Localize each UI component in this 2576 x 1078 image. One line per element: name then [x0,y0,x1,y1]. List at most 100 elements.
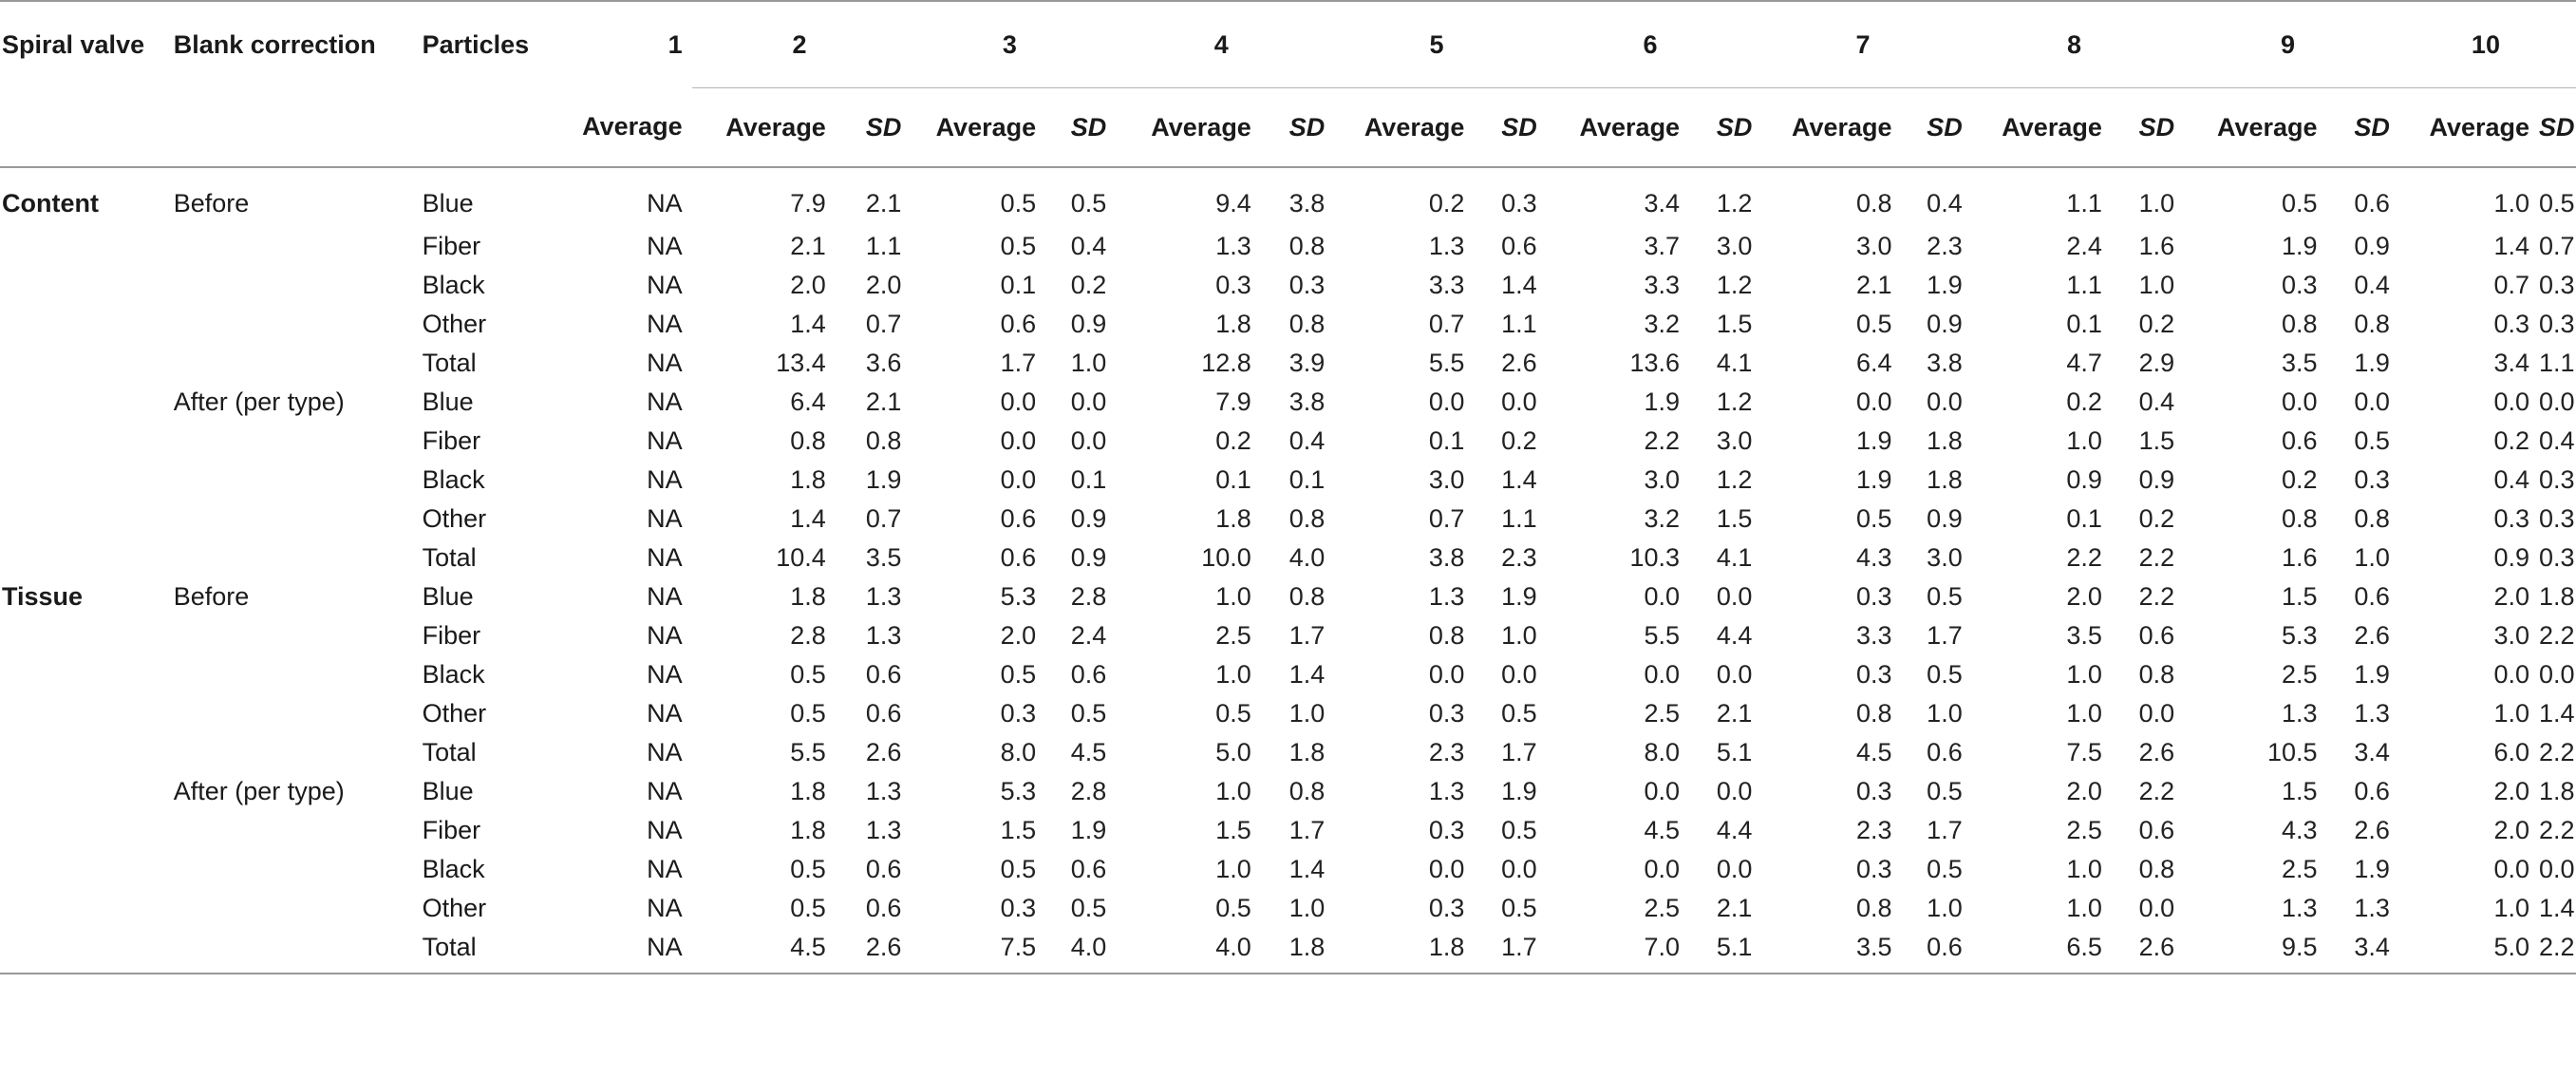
cell-particle: Total [422,349,477,377]
cell-group-3-sd: 0.2 [1070,271,1107,299]
header-sd: SD [835,87,908,168]
cell-group-7-sd: 0.4 [1927,188,1963,217]
cell-group-9-sd: 0.3 [2354,465,2390,494]
cell-group-8-sd: 2.6 [2111,928,2181,974]
cell-group-5-average: 0.0 [1428,855,1465,883]
cell-group-9-sd: 1.3 [2354,894,2390,922]
cell-group-3-sd: 0.9 [1070,310,1107,338]
cell-group-6-sd: 4.1 [1716,543,1753,572]
cell-group-9-average: 0.8 [2282,310,2318,338]
cell-group-10-sd: 0.3 [2539,465,2575,494]
cell-group-2-average: 4.5 [691,928,836,974]
cell-group-4-sd: 0.3 [1288,271,1326,299]
cell-group-1-average: NA [647,349,683,377]
cell-group-9-average: 0.2 [2282,465,2318,494]
cell-group-6-sd: 1.2 [1716,388,1753,416]
header-sd: SD [1260,87,1331,168]
cell-blank-correction: After (per type) [173,777,345,805]
cell-group-3-sd: 2.8 [1070,777,1107,805]
cell-group-3-average: 0.5 [1000,188,1037,217]
cell-group-2-average: 2.0 [790,271,826,299]
cell-group-3-average: 0.3 [1000,699,1037,728]
cell-group-2-average: 6.4 [790,388,826,416]
cell-group-4-sd: 1.0 [1288,699,1326,728]
header-average: Average [578,87,692,168]
cell-group-4-average: 0.3 [1215,271,1251,299]
cell-group-10-average: 0.7 [2493,271,2530,299]
cell-group-2-sd: 2.6 [835,928,908,974]
cell-group-6-sd: 1.2 [1716,271,1753,299]
header-group-9: 9 [2180,0,2396,88]
cell-spiral-valve [0,344,164,383]
cell-group-2-sd: 3.5 [865,543,902,572]
cell-group-8-sd: 1.0 [2138,188,2175,217]
cell-group-4-sd: 4.0 [1288,543,1326,572]
cell-group-9-sd: 3.4 [2326,928,2396,974]
cell-group-6-sd: 1.5 [1716,310,1753,338]
cell-group-7-average: 3.3 [1856,621,1892,650]
cell-particle: Other [422,894,487,922]
cell-group-5-average: 0.7 [1428,504,1465,533]
cell-group-2-sd: 1.3 [865,621,902,650]
cell-group-2-sd: 1.3 [865,582,902,611]
cell-group-10-average: 6.0 [2493,738,2530,766]
cell-group-5-sd: 1.0 [1501,621,1537,650]
cell-spiral-valve [0,889,164,928]
cell-blank-correction: After (per type) [173,388,345,416]
cell-particle: Black [422,271,485,299]
cell-group-7-sd: 0.6 [1927,738,1963,766]
cell-group-2-average: 5.5 [790,738,826,766]
cell-group-4-average: 0.5 [1215,699,1251,728]
cell-group-4-average: 0.1 [1215,465,1251,494]
cell-spiral-valve [0,655,164,694]
cell-spiral-valve [0,539,164,577]
cell-group-6-sd: 0.0 [1716,660,1753,689]
cell-group-7-sd: 0.6 [1901,928,1968,974]
cell-group-1-average: NA [647,188,683,217]
cell-group-9-sd: 1.3 [2354,699,2390,728]
cell-particle: Other [422,310,487,338]
cell-group-7-average: 6.4 [1856,349,1892,377]
table-row: Other NA 1.4 0.7 0.6 0.9 1.8 0.8 0.7 1.1 3.2 1.5 0.5… [0,305,2576,344]
cell-group-7-average: 4.3 [1856,543,1892,572]
cell-spiral-valve [0,500,164,539]
cell-group-7-average: 0.8 [1856,894,1892,922]
cell-group-8-average: 1.0 [2066,699,2102,728]
cell-group-2-sd: 0.6 [865,894,902,922]
cell-spiral-valve [0,928,164,974]
cell-group-4-average: 10.0 [1201,543,1251,572]
cell-group-2-sd: 0.6 [865,855,902,883]
table-row: Total NA 13.4 3.6 1.7 1.0 12.8 3.9 5.5 2.6 13.6 4.1… [0,344,2576,383]
cell-group-8-average: 1.0 [2066,894,2102,922]
cell-group-4-sd: 3.8 [1288,188,1326,217]
cell-group-10-sd: 2.2 [2539,621,2575,650]
header-average: Average [691,87,836,168]
cell-group-5-sd: 2.6 [1501,349,1537,377]
header-sd: SD [1901,87,1968,168]
cell-spiral-valve [0,422,164,461]
cell-blank-correction [164,616,421,655]
cell-group-4-sd: 0.8 [1288,232,1326,260]
cell-group-4-average: 0.2 [1215,426,1251,455]
cell-group-6-average: 10.3 [1629,543,1681,572]
cell-group-8-sd: 0.8 [2138,660,2175,689]
header-group-7: 7 [1758,0,1968,88]
cell-group-5-average: 0.0 [1428,388,1465,416]
cell-group-7-sd: 1.8 [1927,465,1963,494]
cell-group-6-sd: 5.1 [1689,928,1758,974]
table-row: Fiber NA 1.8 1.3 1.5 1.9 1.5 1.7 0.3 0.5 4.5 4.4 2.3… [0,811,2576,850]
cell-group-10-average: 1.0 [2493,188,2530,217]
cell-group-4-sd: 1.7 [1288,621,1326,650]
cell-group-7-average: 0.0 [1856,388,1892,416]
cell-group-6-average: 0.0 [1644,777,1681,805]
cell-group-9-average: 0.3 [2282,271,2318,299]
cell-group-10-average: 5.0 [2395,928,2540,974]
cell-particle: Black [422,465,485,494]
cell-group-8-sd: 1.0 [2138,271,2175,299]
cell-group-6-sd: 1.5 [1716,504,1753,533]
cell-group-6-average: 2.5 [1644,894,1681,922]
cell-spiral-valve: Content [2,188,99,217]
cell-group-3-average: 0.5 [1000,660,1037,689]
cell-group-5-sd: 1.4 [1501,271,1537,299]
cell-particle: Fiber [422,232,481,260]
